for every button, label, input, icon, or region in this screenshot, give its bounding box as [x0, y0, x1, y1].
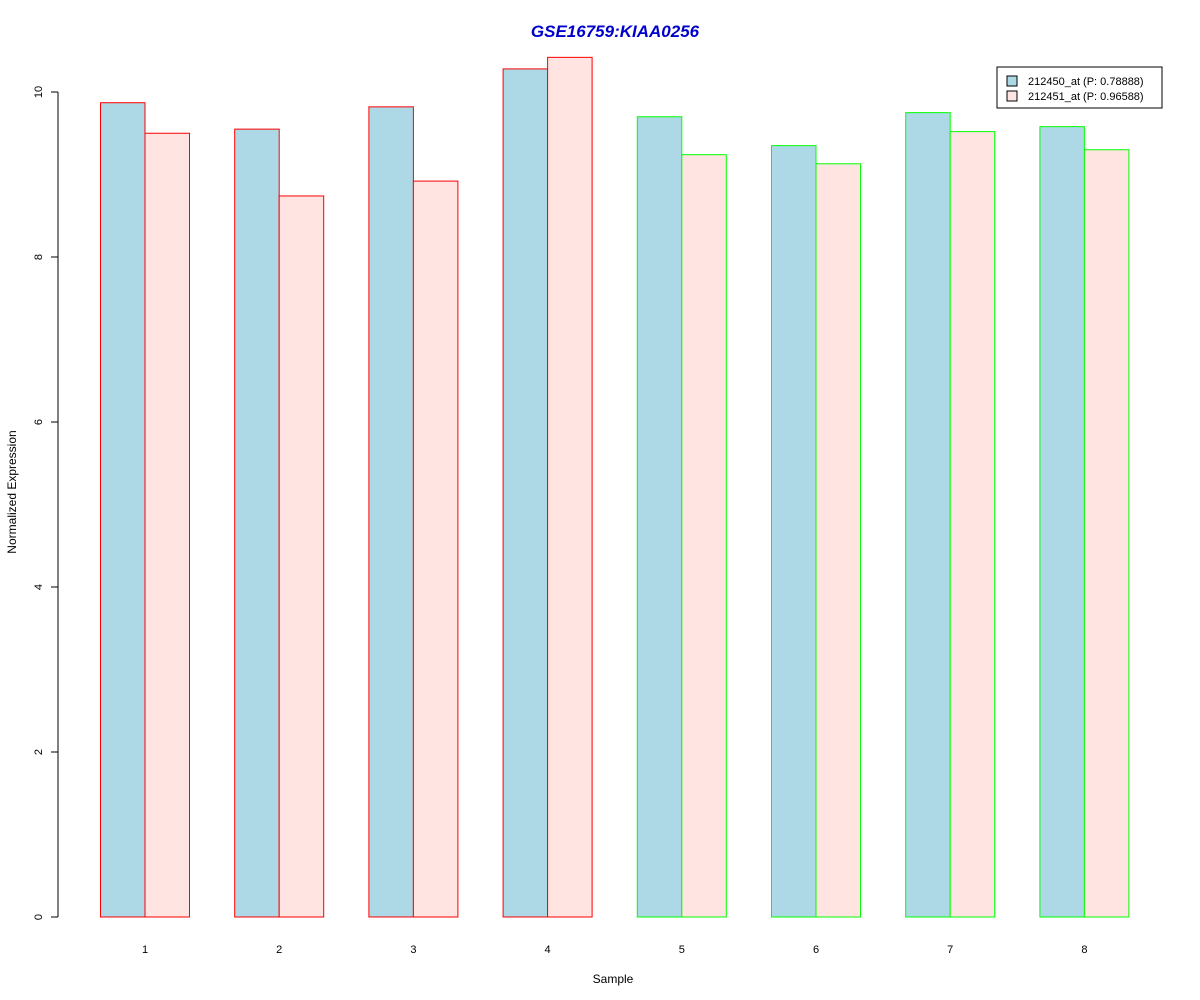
bar-sample-1-series-1	[100, 102, 146, 918]
chart-title: GSE16759:KIAA0256	[531, 22, 700, 41]
y-tick-label: 4	[33, 584, 45, 590]
bar-sample-5-series-2	[681, 154, 727, 918]
x-tick-label: 7	[947, 944, 953, 956]
x-tick-label: 1	[142, 944, 148, 956]
y-tick-label: 0	[33, 914, 45, 920]
x-tick-label: 8	[1081, 944, 1087, 956]
x-tick-label: 4	[545, 944, 551, 956]
y-tick-label: 8	[33, 254, 45, 260]
bar-sample-6-series-1	[771, 145, 817, 918]
bar-sample-2-series-1	[234, 128, 280, 918]
bar-sample-7-series-2	[949, 131, 996, 918]
legend: 212450_at (P: 0.78888) 212451_at (P: 0.96…	[996, 66, 1163, 109]
y-tick-label: 10	[33, 86, 45, 98]
legend-box	[996, 66, 1163, 109]
x-tick-labels: 1 2 3 4 5 6 7 8	[142, 944, 1088, 956]
y-axis: 0 2 4 6 8 10	[33, 86, 59, 920]
bar-sample-4-series-2	[547, 56, 593, 918]
legend-swatch	[1006, 75, 1018, 87]
x-tick-label: 6	[813, 944, 819, 956]
x-axis-label: Sample	[593, 972, 634, 986]
bar-sample-1-series-2	[144, 132, 190, 918]
y-tick-label: 2	[33, 749, 45, 755]
bar-sample-3-series-1	[368, 106, 414, 918]
y-axis-label: Normalized Expression	[5, 430, 19, 553]
x-tick-label: 2	[276, 944, 282, 956]
bar-sample-5-series-1	[636, 116, 683, 918]
bar-sample-2-series-2	[278, 195, 325, 918]
bar-sample-8-series-1	[1039, 126, 1085, 918]
bars	[100, 56, 1130, 918]
bar-sample-7-series-1	[905, 112, 951, 918]
legend-label: 212451_at (P: 0.96588)	[1028, 91, 1144, 103]
bar-sample-3-series-2	[412, 180, 459, 918]
bar-sample-4-series-1	[502, 68, 549, 918]
x-tick-label: 3	[410, 944, 416, 956]
bar-sample-6-series-2	[815, 163, 861, 918]
x-tick-label: 5	[679, 944, 685, 956]
bar-sample-8-series-2	[1083, 149, 1130, 918]
y-tick-label: 6	[33, 419, 45, 425]
legend-label: 212450_at (P: 0.78888)	[1028, 76, 1144, 88]
legend-swatch	[1006, 90, 1018, 102]
